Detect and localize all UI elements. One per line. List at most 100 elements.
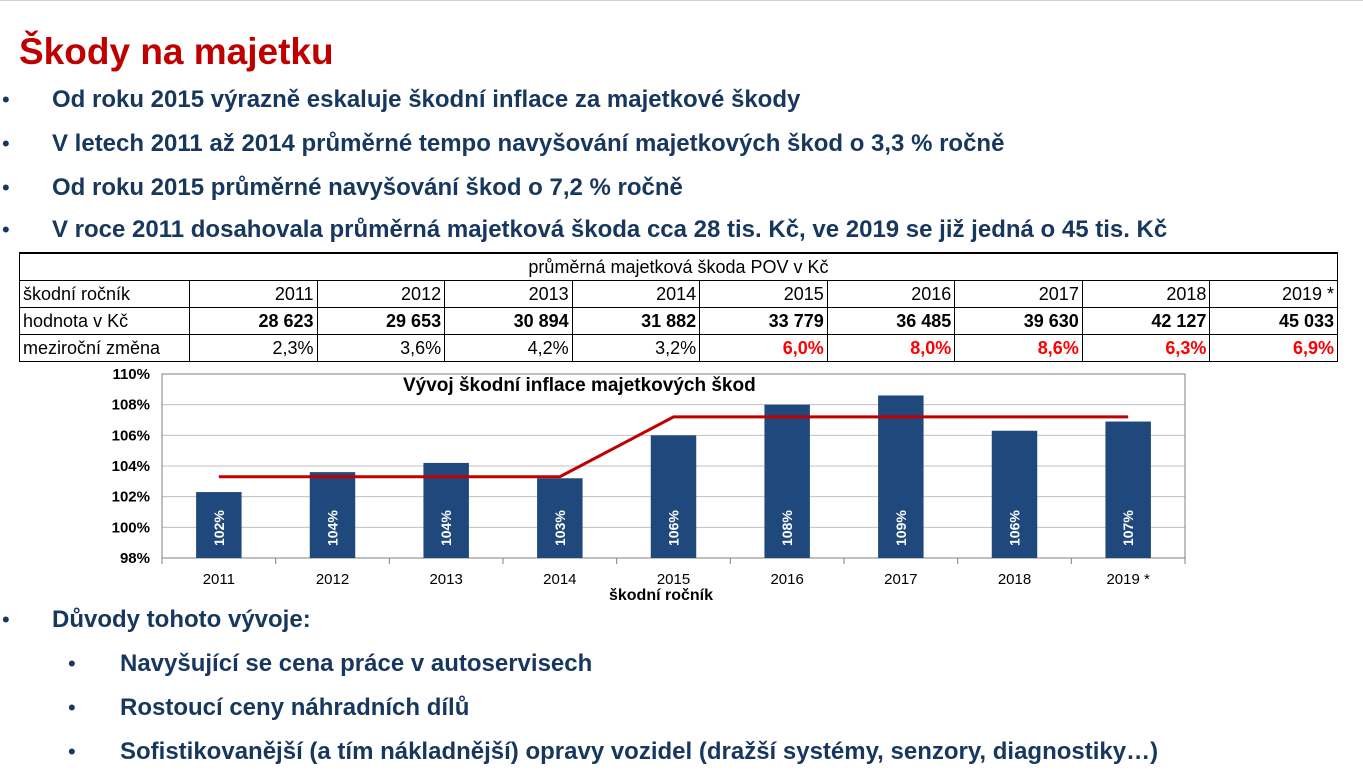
table-cell: 2012: [316, 280, 446, 308]
bullet-marker: •: [2, 217, 10, 242]
table-cell-highlight: 6,0%: [699, 334, 828, 362]
bar-data-label: 102%: [211, 510, 227, 546]
table-cell: 29 653: [316, 307, 446, 335]
table-cell: 2018: [1081, 280, 1211, 308]
damage-value-table: průměrná majetková škoda POV v Kč škodní…: [19, 252, 1338, 362]
table-cell: 45 033: [1209, 307, 1338, 335]
y-tick-label: 108%: [112, 397, 150, 414]
table-cell-highlight: 8,6%: [954, 334, 1083, 362]
y-tick-label: 106%: [112, 427, 150, 444]
table-cell: 2011: [189, 280, 318, 308]
table-row-label: hodnota v Kč: [19, 307, 190, 335]
bar-data-label: 103%: [552, 510, 568, 546]
inflation-chart: 102% 104% 104% 103% 106% 108% 109% 106% 107% 98%…: [87, 360, 1247, 608]
table-cell: 4,2%: [444, 334, 573, 362]
x-tick-label: 2018: [998, 571, 1031, 588]
bar-data-label: 109%: [893, 510, 909, 546]
bar: [764, 404, 810, 558]
table-cell: 3,2%: [571, 334, 701, 362]
bullet-text: V roce 2011 dosahovala průměrná majetkov…: [52, 216, 1168, 243]
line-layer: [218, 415, 1129, 479]
reason-item: • Sofistikovanější (a tím nákladnější) o…: [0, 730, 1363, 774]
table-caption-row: průměrná majetková škoda POV v Kč: [19, 252, 1338, 281]
reason-text: Navyšující se cena práce v autoservisech: [120, 650, 593, 677]
bullet-text: V letech 2011 až 2014 průměrné tempo nav…: [52, 130, 1005, 157]
summary-bullet: • Od roku 2015 výrazně eskaluje škodní i…: [0, 78, 1363, 122]
bullet-marker: •: [68, 739, 76, 764]
x-tick-label: 2019 *: [1106, 571, 1150, 588]
reason-text: Sofistikovanější (a tím nákladnější) opr…: [120, 738, 1159, 765]
table-row-label: meziroční změna: [19, 334, 190, 362]
table-cell: 2017: [954, 280, 1083, 308]
table-cell: 42 127: [1081, 307, 1211, 335]
reasons-heading-bullet: • Důvody tohoto vývoje:: [0, 598, 1363, 642]
table-cell: 28 623: [189, 307, 318, 335]
reason-item: • Rostoucí ceny náhradních dílů: [0, 686, 1363, 730]
table-row-value: hodnota v Kč 28 623 29 653 30 894 31 882…: [19, 307, 1338, 335]
x-tick-label: 2017: [884, 571, 917, 588]
top-border-line: [0, 0, 1363, 1]
bar: [991, 430, 1038, 558]
bullet-marker: •: [2, 131, 10, 156]
y-tick-label: 100%: [112, 519, 150, 536]
bar: [309, 472, 356, 558]
bar: [650, 435, 697, 558]
table-cell: 39 630: [954, 307, 1083, 335]
y-tick-label: 104%: [112, 458, 150, 475]
bullet-text: Od roku 2015 výrazně eskaluje škodní inf…: [52, 86, 801, 113]
bar: [1105, 421, 1151, 558]
summary-bullet: • Od roku 2015 průměrné navyšování škod …: [0, 166, 1363, 210]
table-cell: 31 882: [571, 307, 701, 335]
x-tick-label: 2012: [316, 571, 349, 588]
bar-data-label: 104%: [438, 510, 454, 546]
table-cell: 3,6%: [316, 334, 446, 362]
table-cell: 36 485: [826, 307, 956, 335]
chart-svg: 102% 104% 104% 103% 106% 108% 109% 106% 107% 98%…: [112, 366, 1186, 604]
bar-data-label: 108%: [779, 510, 795, 546]
axis-layer: 98% 100% 102% 104% 106% 108% 110% 2011 2012 2013 2…: [112, 366, 1186, 588]
x-tick-label: 2011: [203, 571, 235, 588]
average-growth-line: [218, 415, 1129, 479]
table-caption: průměrná majetková škoda POV v Kč: [19, 252, 1338, 281]
bullet-marker: •: [2, 607, 10, 632]
bullet-marker: •: [68, 695, 76, 720]
bullet-marker: •: [2, 87, 10, 112]
bullet-marker: •: [68, 651, 76, 676]
summary-bullet: • V roce 2011 dosahovala průměrná majetk…: [0, 208, 1363, 252]
x-tick-label: 2014: [543, 571, 576, 588]
table-cell: 2016: [826, 280, 956, 308]
y-tick-label: 102%: [112, 489, 150, 506]
table-row-year: škodní ročník 2011 2012 2013 2014 2015 2…: [19, 280, 1338, 308]
y-tick-label: 110%: [112, 366, 150, 383]
summary-bullet: • V letech 2011 až 2014 průměrné tempo n…: [0, 122, 1363, 166]
table-cell: 2013: [444, 280, 573, 308]
table-cell: 2019 *: [1209, 280, 1338, 308]
bar: [423, 462, 469, 558]
table-cell: 33 779: [699, 307, 828, 335]
bullet-text: Od roku 2015 průměrné navyšování škod o …: [52, 174, 683, 201]
table-cell: 2015: [699, 280, 828, 308]
table-cell-highlight: 8,0%: [826, 334, 956, 362]
table-cell-highlight: 6,9%: [1209, 334, 1338, 362]
table-cell: 30 894: [444, 307, 573, 335]
chart-title: Vývoj škodní inflace majetkových škod: [403, 375, 756, 396]
bar-data-label: 106%: [666, 510, 682, 546]
table-cell: 2014: [571, 280, 701, 308]
x-tick-label: 2013: [429, 571, 462, 588]
bar: [196, 492, 242, 558]
reasons-heading: Důvody tohoto vývoje:: [52, 606, 311, 633]
table-cell: 2,3%: [189, 334, 318, 362]
bar-layer: 102% 104% 104% 103% 106% 108% 109% 106% 107%: [196, 395, 1151, 558]
bar-data-label: 104%: [325, 510, 341, 546]
bar: [878, 395, 924, 558]
x-tick-label: 2015: [657, 571, 690, 588]
reason-text: Rostoucí ceny náhradních dílů: [120, 694, 470, 721]
bullet-marker: •: [2, 175, 10, 200]
reason-item: • Navyšující se cena práce v autoservise…: [0, 642, 1363, 686]
x-tick-label: 2016: [770, 571, 803, 588]
slide-title: Škody na majetku: [19, 31, 334, 72]
y-tick-label: 98%: [120, 550, 150, 567]
table-row-label: škodní ročník: [19, 280, 190, 308]
table-row-change: meziroční změna 2,3% 3,6% 4,2% 3,2% 6,0%…: [19, 334, 1338, 362]
x-axis-title: škodní ročník: [609, 587, 713, 604]
